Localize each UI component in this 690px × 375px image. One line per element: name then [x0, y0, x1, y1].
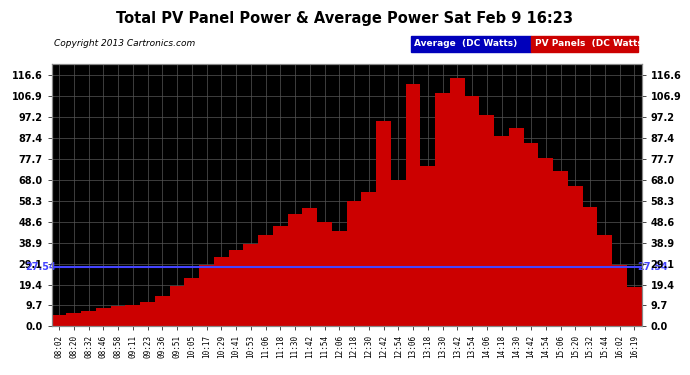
Bar — [553, 171, 568, 326]
Bar — [184, 278, 199, 326]
Text: PV Panels  (DC Watts): PV Panels (DC Watts) — [535, 39, 647, 48]
Bar — [288, 214, 302, 326]
Bar — [450, 78, 464, 326]
Text: 27.54: 27.54 — [26, 262, 57, 272]
Bar — [155, 296, 170, 326]
Bar — [627, 286, 642, 326]
Text: Total PV Panel Power & Average Power Sat Feb 9 16:23: Total PV Panel Power & Average Power Sat… — [117, 11, 573, 26]
Bar — [170, 286, 184, 326]
Bar — [568, 186, 582, 326]
Bar — [538, 158, 553, 326]
Bar — [346, 201, 362, 326]
Bar — [332, 231, 346, 326]
Bar — [52, 315, 66, 326]
Bar — [96, 308, 110, 326]
Bar — [126, 304, 140, 326]
Bar — [435, 93, 450, 326]
Bar — [494, 136, 509, 326]
Bar — [465, 96, 480, 326]
Bar — [199, 265, 214, 326]
Text: 27.54: 27.54 — [637, 262, 668, 272]
Bar — [582, 207, 598, 326]
Text: Average  (DC Watts): Average (DC Watts) — [414, 39, 518, 48]
Bar — [302, 208, 317, 326]
Bar — [612, 265, 627, 326]
Bar — [509, 128, 524, 326]
Bar — [229, 250, 244, 326]
Bar — [214, 257, 228, 326]
Bar — [110, 306, 126, 326]
Text: Copyright 2013 Cartronics.com: Copyright 2013 Cartronics.com — [54, 39, 195, 48]
Bar — [244, 244, 258, 326]
Bar — [273, 225, 288, 326]
Bar — [317, 222, 332, 326]
Bar — [81, 310, 96, 326]
Bar — [66, 313, 81, 326]
Bar — [258, 235, 273, 326]
Bar — [362, 192, 376, 326]
Bar — [480, 114, 494, 326]
Bar — [524, 142, 538, 326]
Bar — [140, 302, 155, 326]
Bar — [420, 166, 435, 326]
Bar — [376, 122, 391, 326]
Bar — [406, 84, 420, 326]
Bar — [598, 235, 612, 326]
Bar — [391, 180, 406, 326]
